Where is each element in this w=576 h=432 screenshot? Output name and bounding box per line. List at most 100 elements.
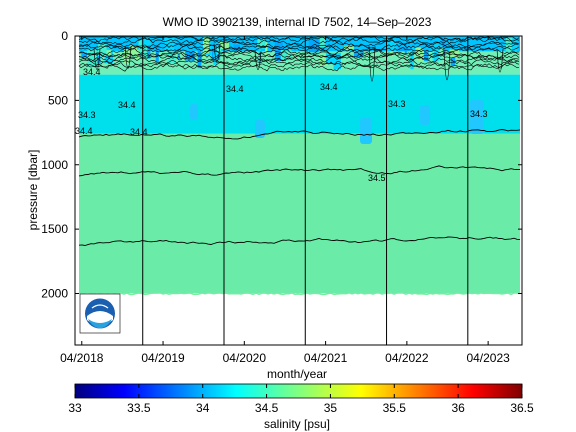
salinity-field	[78, 36, 521, 296]
surface-patch	[258, 47, 262, 64]
noaa-logo	[79, 293, 121, 334]
salinity-contours	[78, 36, 521, 246]
contour-line	[368, 46, 376, 82]
surface-patch	[433, 42, 439, 62]
contour-line	[496, 48, 504, 73]
contour-line	[78, 44, 520, 52]
salinity-layer	[79, 74, 520, 134]
surface-patch	[308, 39, 319, 53]
colorbar-label: salinity [psu]	[264, 417, 330, 431]
surface-patch	[123, 49, 130, 64]
fresh-pocket	[470, 100, 484, 134]
surface-patch	[333, 52, 342, 70]
colorbar-tick-label: 33.5	[127, 401, 151, 415]
surface-patch	[197, 50, 202, 69]
fresh-pocket	[420, 105, 430, 125]
contour-line	[78, 129, 521, 140]
contour-label: 34.4	[118, 100, 136, 110]
y-tick-label: 500	[48, 93, 68, 107]
fresh-pocket	[255, 120, 265, 138]
surface-patch	[87, 49, 97, 67]
contour-line	[78, 36, 520, 43]
profile-bottom-edge	[78, 292, 521, 296]
surface-patch	[411, 47, 414, 66]
x-tick-label: 04/2023	[466, 351, 510, 365]
salinity-layer	[79, 133, 520, 294]
contour-line	[78, 63, 520, 72]
surface-patch	[81, 52, 88, 58]
contour-line	[79, 48, 520, 56]
fresh-pocket	[360, 118, 372, 144]
contour-label: 34.3	[78, 110, 96, 120]
contour-label: 34.5	[368, 173, 386, 183]
surface-patch	[505, 37, 513, 54]
colorbar-tick-label: 34	[196, 401, 210, 415]
surface-patch	[129, 45, 138, 55]
contour-labels: 34.4 34.4 34.4 34.4 34.3 34.3 34.4 34.4 34.3 34.5	[75, 67, 488, 183]
surface-patch	[417, 49, 424, 62]
surface-patch	[344, 45, 354, 51]
surface-patch	[289, 48, 292, 60]
surface-patch	[390, 51, 393, 57]
contour-line	[78, 59, 520, 69]
surface-patch	[320, 54, 328, 66]
contour-line	[78, 165, 521, 177]
contour-label: 34.4	[226, 84, 244, 94]
surface-patch	[265, 42, 268, 56]
surface-patch	[274, 41, 283, 61]
colorbar-tick-label: 34.5	[255, 401, 279, 415]
surface-patch	[398, 46, 409, 52]
contour-line	[78, 36, 520, 46]
contour-label: 34.4	[75, 126, 93, 136]
surface-patch	[386, 40, 397, 51]
colorbar: 33 33.5 34 34.5 35 35.5 36 36.5 salinity [psu]	[68, 383, 534, 431]
contour-line	[78, 52, 520, 63]
surface-patch	[325, 52, 336, 65]
colorbar-tick-label: 33	[68, 401, 82, 415]
colorbar-tick-label: 35.5	[383, 401, 407, 415]
contour-line	[79, 36, 520, 42]
surface-patch	[511, 40, 518, 51]
surface-patch	[164, 37, 175, 52]
surface-patch	[280, 49, 288, 61]
contour-line	[93, 48, 101, 70]
contour-line	[78, 40, 520, 50]
surface-patch	[141, 37, 151, 45]
colorbar-tick-label: 35	[324, 401, 338, 415]
fresh-pocket	[190, 104, 198, 120]
y-tick-label: 2000	[41, 287, 68, 301]
x-tick-label: 04/2018	[60, 351, 104, 365]
salinity-layer	[79, 36, 520, 52]
y-tick-label: 0	[61, 29, 68, 43]
contour-label: 34.4	[130, 127, 148, 137]
x-axis: 04/2018 04/2019 04/2020 04/2021 04/2022 04/20…	[60, 36, 510, 365]
contour-label: 34.4	[320, 82, 338, 92]
colorbar-ticks: 33 33.5 34 34.5 35 35.5 36 36.5	[68, 384, 534, 415]
colorbar-tick-label: 36	[451, 401, 465, 415]
contour-label: 34.3	[388, 99, 406, 109]
colorbar-gradient	[74, 383, 523, 399]
colorbar-tick-label: 36.5	[510, 401, 534, 415]
surface-patch	[147, 45, 151, 59]
plot-frame	[74, 35, 523, 346]
y-tick-label: 1500	[41, 222, 68, 236]
y-axis: 0 500 1000 1500 2000	[41, 29, 522, 301]
contour-line	[254, 51, 262, 70]
y-tick-label: 1000	[41, 158, 68, 172]
contour-line	[78, 236, 521, 246]
surface-patch	[233, 44, 240, 50]
year-boundary-lines	[142, 36, 469, 345]
x-tick-label: 04/2019	[141, 351, 185, 365]
x-tick-label: 04/2022	[385, 351, 429, 365]
plot-area: 34.4 34.4 34.4 34.4 34.3 34.3 34.4 34.4 34.3 34.5	[74, 35, 523, 346]
contour-line	[124, 46, 132, 69]
surface-patch	[424, 50, 429, 62]
contour-line	[213, 43, 221, 63]
chart-title: WMO ID 3902139, internal ID 7502, 14–Sep…	[163, 15, 432, 29]
contour-line	[78, 58, 520, 68]
surface-patch	[440, 46, 443, 56]
contour-label: 34.3	[470, 109, 488, 119]
surface-patch	[98, 44, 107, 56]
x-tick-label: 04/2021	[304, 351, 348, 365]
